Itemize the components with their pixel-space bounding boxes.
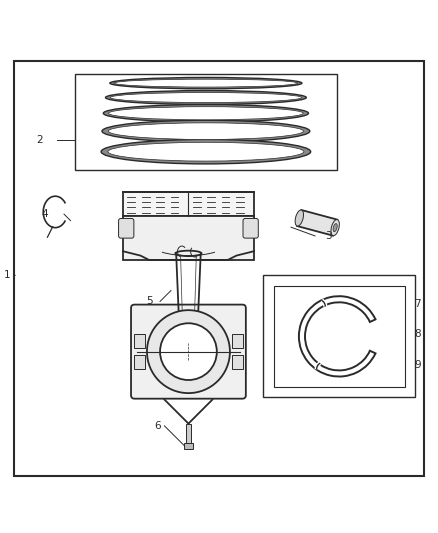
Text: 5: 5 bbox=[146, 296, 152, 306]
Bar bbox=[134, 334, 145, 348]
Ellipse shape bbox=[114, 79, 298, 87]
Bar bbox=[232, 334, 243, 348]
Ellipse shape bbox=[108, 123, 304, 140]
Ellipse shape bbox=[331, 220, 339, 236]
Ellipse shape bbox=[108, 142, 304, 161]
Bar bbox=[123, 216, 254, 260]
Text: 4: 4 bbox=[41, 209, 48, 219]
FancyBboxPatch shape bbox=[131, 304, 246, 399]
Text: 2: 2 bbox=[37, 135, 43, 145]
Bar bbox=[186, 424, 191, 443]
Text: 3: 3 bbox=[325, 231, 332, 241]
Text: 9: 9 bbox=[414, 360, 421, 370]
Ellipse shape bbox=[109, 107, 303, 120]
Text: 1: 1 bbox=[4, 270, 11, 280]
Text: 6: 6 bbox=[155, 421, 161, 431]
Text: 7: 7 bbox=[414, 298, 421, 309]
Circle shape bbox=[160, 323, 217, 380]
Bar bbox=[274, 286, 405, 386]
Bar bbox=[123, 192, 254, 216]
Ellipse shape bbox=[106, 91, 306, 104]
Bar bbox=[75, 75, 337, 171]
Ellipse shape bbox=[103, 104, 308, 122]
Ellipse shape bbox=[333, 224, 337, 232]
Bar bbox=[232, 355, 243, 369]
Circle shape bbox=[147, 310, 230, 393]
Text: 8: 8 bbox=[414, 329, 421, 339]
Bar bbox=[134, 355, 145, 369]
FancyBboxPatch shape bbox=[243, 219, 258, 238]
Ellipse shape bbox=[110, 77, 302, 89]
Bar bbox=[263, 275, 416, 398]
Bar bbox=[184, 443, 193, 449]
Ellipse shape bbox=[110, 93, 302, 102]
Ellipse shape bbox=[295, 210, 304, 226]
Polygon shape bbox=[297, 210, 337, 236]
Ellipse shape bbox=[101, 140, 311, 164]
FancyBboxPatch shape bbox=[119, 219, 134, 238]
Ellipse shape bbox=[102, 120, 310, 142]
